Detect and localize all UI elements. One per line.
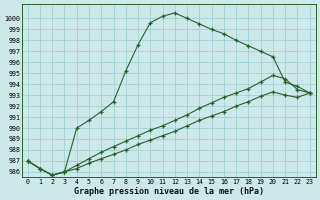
X-axis label: Graphe pression niveau de la mer (hPa): Graphe pression niveau de la mer (hPa) [74, 187, 264, 196]
